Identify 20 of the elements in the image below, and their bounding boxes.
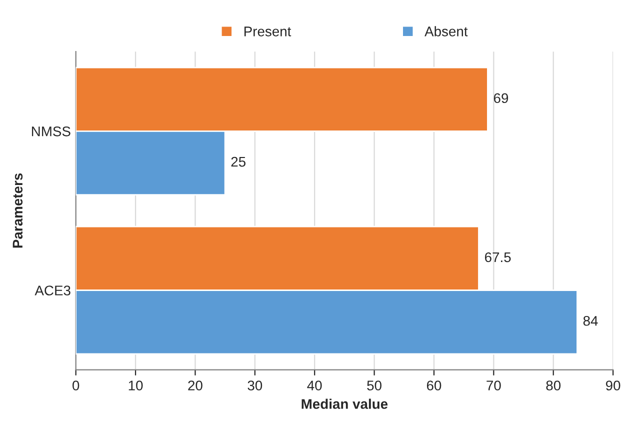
x-tick-label: 60 (426, 380, 442, 390)
y-tick-label: NMSS (32, 126, 70, 136)
x-tick-label: 40 (307, 380, 322, 390)
legend-label: Present (244, 26, 292, 36)
x-tick-label: 70 (486, 380, 501, 390)
x-tick-label: 90 (606, 380, 620, 390)
y-axis-title: Parameters (12, 173, 23, 248)
x-tick-label: 30 (248, 380, 262, 390)
x-axis-title: Median value (302, 398, 388, 409)
x-tick-label: 10 (128, 380, 143, 390)
x-tick-label: 20 (188, 380, 202, 390)
data-label: 69 (494, 93, 508, 104)
x-tick-label: 80 (546, 380, 561, 390)
x-tick-label: 50 (367, 380, 382, 390)
legend-label: Absent (424, 26, 468, 36)
y-tick-label: ACE3 (34, 286, 70, 296)
data-label: 25 (231, 156, 246, 167)
data-label: 67.5 (485, 252, 511, 262)
x-tick-label: 0 (72, 380, 80, 390)
data-label: 84 (583, 316, 598, 326)
